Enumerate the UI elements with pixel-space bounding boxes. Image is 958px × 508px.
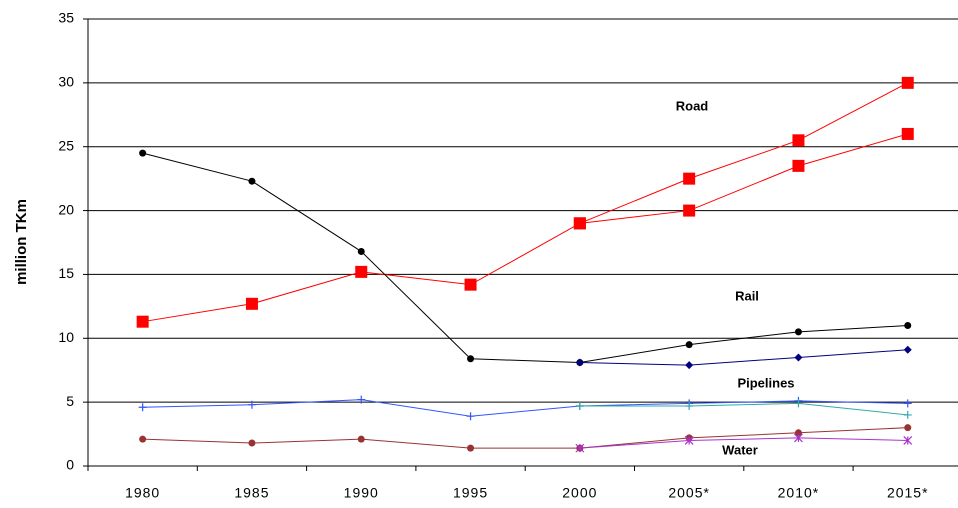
series-line [579, 133, 908, 224]
marker [903, 436, 913, 445]
marker [684, 436, 694, 445]
marker [901, 76, 914, 89]
marker [575, 358, 584, 367]
x-tick-label: 2015* [887, 485, 929, 501]
marker [575, 443, 585, 453]
marker [464, 278, 477, 291]
series-line [142, 152, 908, 364]
marker [248, 439, 256, 447]
marker [792, 134, 805, 147]
marker [355, 265, 368, 278]
marker [245, 297, 258, 310]
marker [466, 412, 475, 421]
y-tick-label: 5 [66, 393, 74, 409]
series-line [142, 427, 908, 449]
x-tick-label: 1980 [125, 485, 160, 501]
marker [575, 401, 584, 410]
marker [903, 399, 912, 408]
annotation: Road [676, 98, 709, 113]
marker [683, 204, 696, 217]
x-tick-label: 2000 [562, 485, 597, 501]
y-tick-label: 15 [58, 265, 74, 281]
y-tick-label: 10 [58, 329, 74, 345]
marker [357, 435, 365, 443]
series-line [142, 399, 908, 417]
marker [357, 247, 365, 255]
marker [794, 328, 802, 336]
marker [247, 400, 256, 409]
y-tick-label: 35 [58, 10, 74, 26]
marker [683, 172, 696, 185]
marker [904, 322, 912, 330]
marker [794, 433, 803, 443]
y-tick-label: 0 [66, 457, 74, 473]
marker [357, 395, 366, 404]
marker [904, 424, 912, 432]
marker [573, 217, 586, 230]
annotation: Water [722, 442, 758, 457]
marker [467, 444, 475, 452]
marker [685, 401, 694, 410]
y-axis-label: million TKm [13, 199, 30, 285]
marker [903, 410, 912, 419]
marker [139, 435, 147, 443]
marker [792, 159, 805, 172]
y-tick-label: 25 [58, 137, 74, 153]
marker [467, 355, 475, 363]
marker [139, 149, 147, 157]
series-line [579, 349, 908, 366]
marker [903, 345, 912, 354]
marker [138, 403, 147, 412]
y-tick-label: 20 [58, 201, 74, 217]
annotation: Pipelines [737, 375, 794, 390]
marker [685, 341, 693, 349]
series-line [579, 402, 908, 416]
marker [901, 127, 914, 140]
x-tick-label: 1990 [344, 485, 379, 501]
series-line [579, 437, 908, 449]
marker [794, 399, 803, 408]
x-tick-label: 2010* [778, 485, 820, 501]
marker [248, 177, 256, 185]
annotation: Rail [735, 288, 759, 303]
x-tick-label: 2005* [668, 485, 710, 501]
marker [685, 361, 694, 370]
marker [794, 429, 802, 437]
marker [136, 315, 149, 328]
y-tick-label: 30 [58, 74, 74, 90]
x-tick-label: 1995 [453, 485, 488, 501]
x-tick-label: 1985 [234, 485, 269, 501]
marker [794, 353, 803, 362]
series-line [142, 82, 908, 323]
